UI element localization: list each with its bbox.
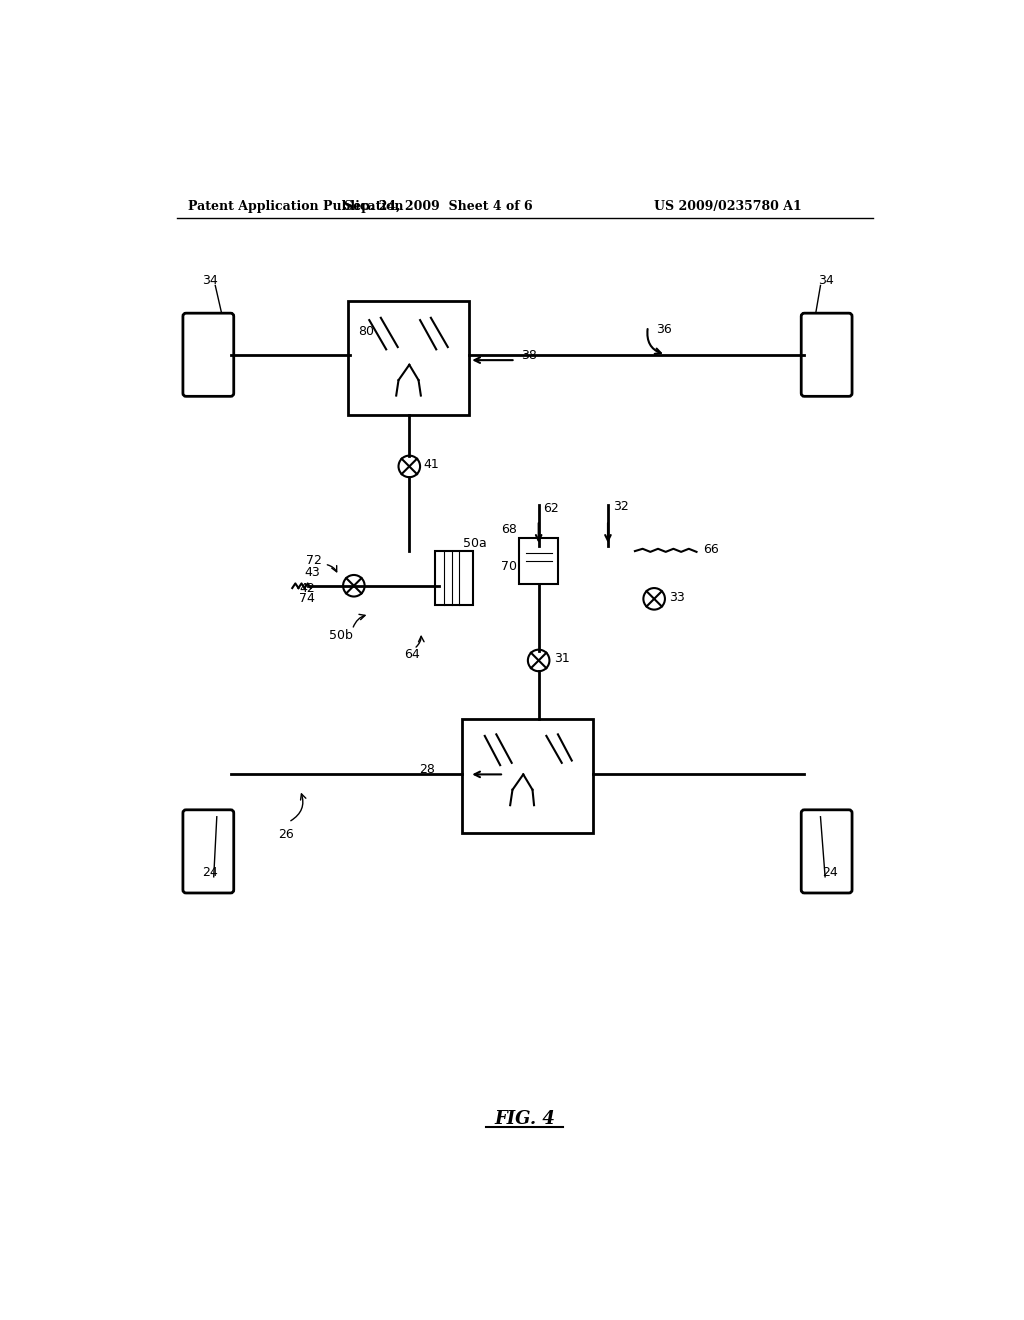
Text: 24: 24 xyxy=(202,866,218,879)
Text: Sep. 24, 2009  Sheet 4 of 6: Sep. 24, 2009 Sheet 4 of 6 xyxy=(344,199,532,213)
Text: 62: 62 xyxy=(544,502,559,515)
Text: 24: 24 xyxy=(822,866,838,879)
Text: 33: 33 xyxy=(670,591,685,603)
Circle shape xyxy=(398,455,420,478)
Bar xyxy=(519,539,558,585)
Text: 80: 80 xyxy=(357,325,374,338)
Circle shape xyxy=(528,649,550,671)
Circle shape xyxy=(643,589,665,610)
Text: 68: 68 xyxy=(501,523,517,536)
Text: Patent Application Publication: Patent Application Publication xyxy=(188,199,403,213)
Text: 38: 38 xyxy=(521,348,537,362)
Text: US 2009/0235780 A1: US 2009/0235780 A1 xyxy=(654,199,802,213)
Text: FIG. 4: FIG. 4 xyxy=(495,1110,555,1129)
Bar xyxy=(435,552,473,605)
Text: 64: 64 xyxy=(403,648,420,661)
Text: 34: 34 xyxy=(818,273,834,286)
Text: 28: 28 xyxy=(419,763,435,776)
Text: 26: 26 xyxy=(279,829,294,841)
Text: 43: 43 xyxy=(304,566,319,579)
Circle shape xyxy=(343,576,365,597)
Text: 36: 36 xyxy=(655,323,672,337)
Text: 74: 74 xyxy=(299,593,315,606)
Text: 66: 66 xyxy=(702,543,719,556)
FancyBboxPatch shape xyxy=(801,313,852,396)
Text: 42: 42 xyxy=(300,582,315,594)
Text: 31: 31 xyxy=(554,652,569,665)
Text: 32: 32 xyxy=(613,500,629,513)
FancyBboxPatch shape xyxy=(801,810,852,892)
FancyBboxPatch shape xyxy=(183,810,233,892)
FancyBboxPatch shape xyxy=(183,313,233,396)
Bar xyxy=(348,301,469,414)
Bar xyxy=(462,719,593,833)
Text: 70: 70 xyxy=(501,560,517,573)
Text: 50a: 50a xyxy=(463,537,487,550)
Text: 50b: 50b xyxy=(330,630,353,643)
Text: 41: 41 xyxy=(423,458,439,471)
Text: 34: 34 xyxy=(202,273,218,286)
Text: 72: 72 xyxy=(305,554,322,566)
